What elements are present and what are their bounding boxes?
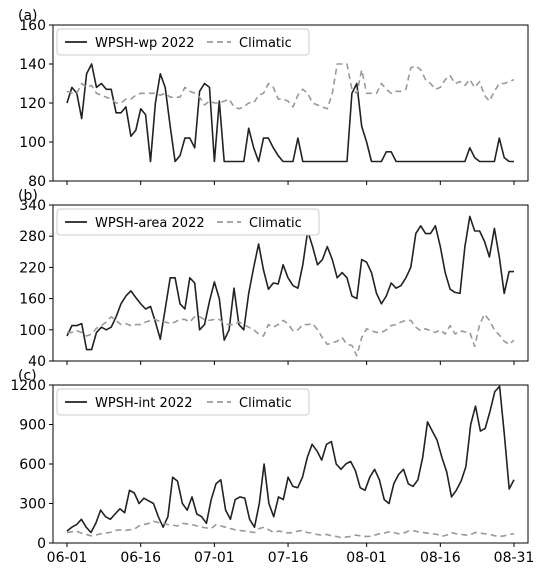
y-tick-label: 340 (19, 198, 46, 214)
legend-entry-2022: WPSH-int 2022 (95, 396, 193, 411)
x-tick-label: 08-01 (346, 550, 387, 566)
climatic-series-line (66, 520, 515, 539)
legend-entry-climatic: Climatic (249, 216, 302, 231)
y-tick-label: 160 (19, 292, 46, 308)
panel-c: (c) 0 300 600 900 1200 06-01 06-16 07-01 07-16 08-… (10, 368, 534, 566)
y-tick-label: 600 (19, 457, 46, 473)
legend: WPSH-area 2022 Climatic (56, 208, 320, 236)
series-2022-line (66, 215, 514, 351)
x-tick-label: 08-31 (494, 550, 535, 566)
y-tick-label: 100 (19, 135, 46, 151)
legend: WPSH-wp 2022 Climatic (56, 28, 310, 56)
x-tick-label: 06-16 (120, 550, 161, 566)
climatic-series-line (67, 313, 515, 357)
legend-entry-2022: WPSH-wp 2022 (95, 36, 195, 51)
series-2022-line (66, 385, 515, 534)
y-tick-label: 140 (19, 57, 46, 73)
legend-entry-climatic: Climatic (239, 36, 292, 51)
legend: WPSH-int 2022 Climatic (56, 388, 310, 416)
x-tick-label: 07-16 (268, 550, 309, 566)
plot-frame (52, 204, 529, 362)
panel-a: (a) 80 100 120 140 160 WPSH-wp 2022 Climatic (18, 8, 529, 190)
legend-entry-climatic: Climatic (239, 396, 292, 411)
y-tick-label: 40 (28, 354, 46, 370)
y-tick-label: 900 (19, 418, 46, 434)
y-tick-label: 300 (19, 497, 46, 513)
y-tick-label: 160 (19, 18, 46, 34)
y-tick-label: 220 (19, 260, 46, 276)
series-2022-line (66, 63, 514, 163)
y-tick-label: 100 (19, 323, 46, 339)
x-tick-label: 06-01 (47, 550, 88, 566)
panel-label: (c) (18, 368, 37, 384)
legend-entry-2022: WPSH-area 2022 (95, 216, 205, 231)
legend-box (56, 208, 320, 236)
y-tick-label: 280 (19, 229, 46, 245)
legend-box (56, 388, 310, 416)
legend-box (56, 28, 310, 56)
panel-b: (b) 40 100 160 220 280 340 WPSH-area 2022 Climat… (18, 188, 529, 370)
y-tick-label: 120 (19, 96, 46, 112)
x-tick-label: 07-01 (194, 550, 235, 566)
panel-label: (b) (18, 188, 38, 204)
x-tick-label: 08-16 (420, 550, 461, 566)
y-tick-label: 0 (37, 536, 46, 552)
y-tick-label: 80 (28, 174, 46, 190)
climatic-series-line (66, 63, 515, 110)
y-tick-label: 1200 (10, 378, 46, 394)
panel-label: (a) (18, 8, 38, 24)
